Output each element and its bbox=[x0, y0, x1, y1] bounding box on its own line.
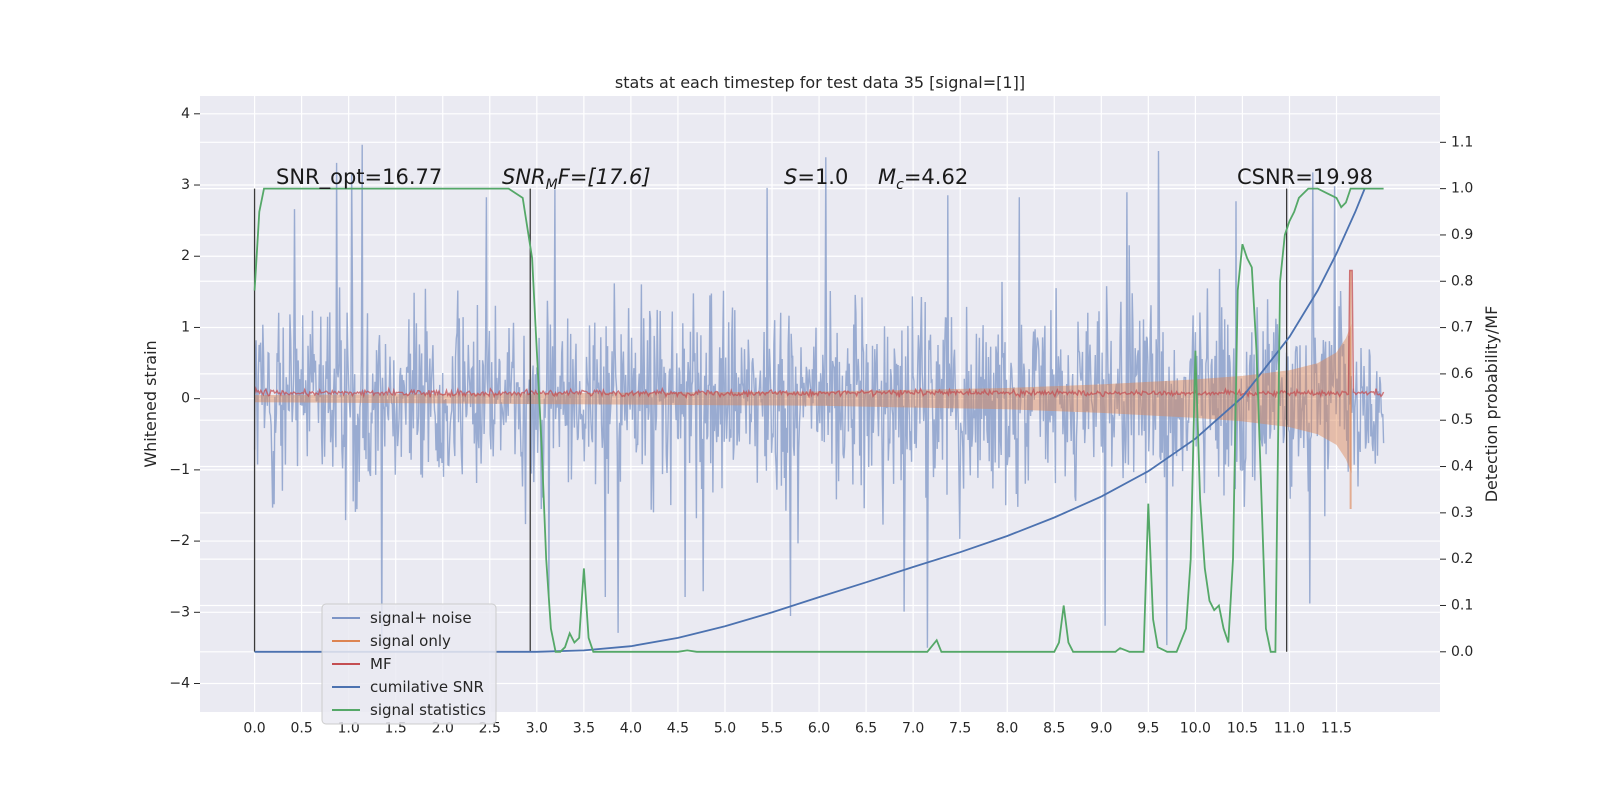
s-var: S bbox=[784, 165, 797, 189]
annotation-csnr: CSNR=19.98 bbox=[1237, 165, 1373, 189]
annotation-mc: Mc=4.62 bbox=[878, 165, 968, 193]
y2-tick-label: 1.0 bbox=[1451, 181, 1473, 197]
legend-entry: MF bbox=[370, 655, 392, 673]
y2-tick-label: 0.4 bbox=[1451, 459, 1473, 475]
snr-mf-sub: M bbox=[546, 177, 558, 193]
y-tick-label: 2 bbox=[181, 248, 190, 264]
mc-sub: c bbox=[896, 177, 904, 193]
y2-axis-label: Detection probability/MF bbox=[1482, 306, 1501, 503]
x-tick-label: 1.5 bbox=[385, 721, 407, 737]
y2-tick-label: 1.1 bbox=[1451, 134, 1473, 150]
y-tick-label: 0 bbox=[181, 391, 190, 407]
x-tick-label: 5.0 bbox=[714, 721, 736, 737]
signal-statistics-series bbox=[253, 187, 1384, 653]
x-tick-label: 7.0 bbox=[902, 721, 924, 737]
x-tick-label: 10.5 bbox=[1227, 721, 1258, 737]
signal-noise-series bbox=[253, 144, 1385, 648]
legend-entry: cumilative SNR bbox=[370, 678, 484, 696]
chart-title: stats at each timestep for test data 35 … bbox=[615, 73, 1025, 92]
y2-tick-label: 0.2 bbox=[1451, 551, 1473, 567]
y-tick-label: 1 bbox=[181, 319, 190, 335]
x-tick-label: 8.0 bbox=[996, 721, 1018, 737]
x-tick-label: 8.5 bbox=[1043, 721, 1065, 737]
y2-tick-label: 0.3 bbox=[1451, 505, 1473, 521]
y2-tick-label: 0.6 bbox=[1451, 366, 1473, 382]
y2-tick-label: 0.7 bbox=[1451, 320, 1473, 336]
x-tick-label: 2.0 bbox=[432, 721, 454, 737]
legend-entry: signal only bbox=[370, 632, 451, 650]
x-tick-label: 0.0 bbox=[243, 721, 265, 737]
x-tick-label: 11.5 bbox=[1321, 721, 1352, 737]
y-axis-label: Whitened strain bbox=[141, 340, 160, 467]
x-tick-label: 9.0 bbox=[1090, 721, 1112, 737]
legend: signal+ noise signal only MF cumilative SNR… bbox=[321, 603, 497, 725]
x-tick-label: 3.5 bbox=[573, 721, 595, 737]
snr-mf-f: F=[17.6] bbox=[558, 165, 651, 189]
x-tick-label: 3.0 bbox=[526, 721, 548, 737]
y2-tick-label: 0.9 bbox=[1451, 227, 1473, 243]
x-tick-label: 0.5 bbox=[290, 721, 312, 737]
y2-tick-label: 0.1 bbox=[1451, 597, 1473, 613]
mf-series bbox=[253, 269, 1385, 400]
mc-value: =4.62 bbox=[904, 165, 968, 189]
x-tick-label: 4.0 bbox=[620, 721, 642, 737]
x-tick-label: 11.0 bbox=[1274, 721, 1305, 737]
x-tick-label: 10.0 bbox=[1180, 721, 1211, 737]
axes: 0.0 0.5 1.0 1.5 2.0 2.5 3.0 3.5 4.0 4.5 5.0 5.5 6.0 6… bbox=[169, 106, 1473, 737]
y-tick-label: −4 bbox=[169, 676, 190, 692]
y-tick-label: 3 bbox=[181, 177, 190, 193]
x-tick-label: 5.5 bbox=[761, 721, 783, 737]
annotation-s: S=1.0 bbox=[784, 165, 848, 189]
legend-box bbox=[321, 603, 497, 725]
x-tick-label: 1.0 bbox=[338, 721, 360, 737]
cumulative-snr-series bbox=[254, 188, 1366, 653]
signal-only-series bbox=[254, 323, 1352, 474]
annotation-snr-mf: SNRMF=[17.6] bbox=[502, 165, 651, 193]
y2-tick-label: 0.5 bbox=[1451, 412, 1473, 428]
x-tick-label: 4.5 bbox=[667, 721, 689, 737]
y-tick-label: −2 bbox=[169, 533, 190, 549]
y2-tick-label: 0.8 bbox=[1451, 273, 1473, 289]
legend-entry: signal statistics bbox=[370, 701, 486, 719]
s-value: =1.0 bbox=[797, 165, 848, 189]
x-tick-label: 2.5 bbox=[479, 721, 501, 737]
plot-content bbox=[253, 144, 1385, 653]
annotation-snr-opt: SNR_opt=16.77 bbox=[276, 165, 442, 190]
snr-mf-base: SNR bbox=[502, 165, 546, 189]
x-tick-label: 7.5 bbox=[949, 721, 971, 737]
y2-tick-label: 0.0 bbox=[1451, 644, 1473, 660]
y-tick-label: 4 bbox=[181, 106, 190, 122]
mc-base: M bbox=[878, 165, 896, 189]
x-tick-label: 6.0 bbox=[808, 721, 830, 737]
y-tick-label: −1 bbox=[169, 462, 190, 478]
y-tick-label: −3 bbox=[169, 604, 190, 620]
legend-entry: signal+ noise bbox=[370, 609, 472, 627]
x-tick-label: 6.5 bbox=[855, 721, 877, 737]
x-tick-label: 9.5 bbox=[1137, 721, 1159, 737]
